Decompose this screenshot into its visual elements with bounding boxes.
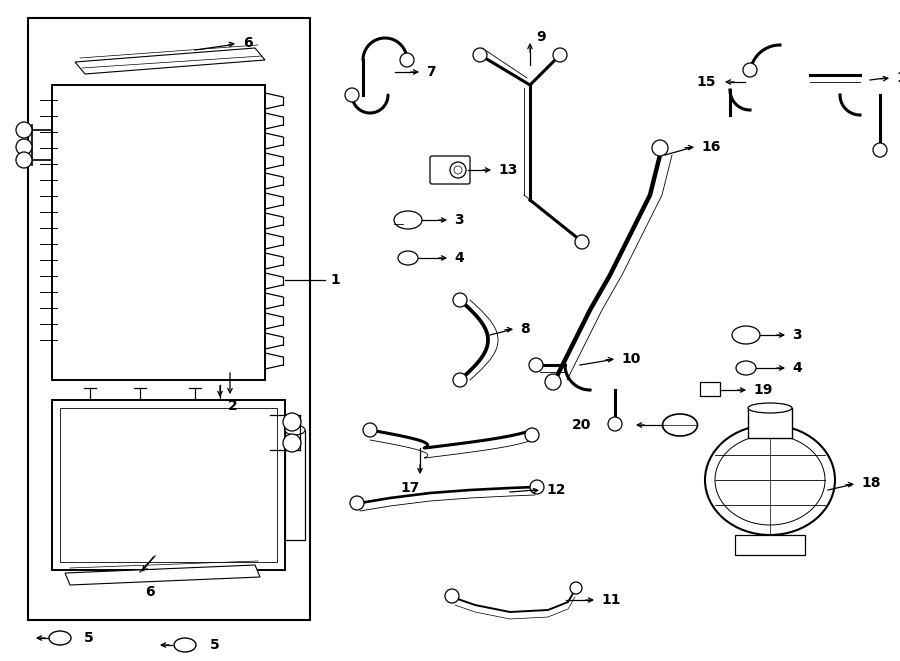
Circle shape: [529, 358, 543, 372]
Circle shape: [16, 139, 32, 155]
Text: 15: 15: [697, 75, 716, 89]
Circle shape: [608, 417, 622, 431]
Circle shape: [454, 166, 462, 174]
Circle shape: [16, 152, 32, 168]
Text: 2: 2: [228, 399, 238, 413]
Circle shape: [575, 235, 589, 249]
Circle shape: [350, 496, 364, 510]
Circle shape: [363, 423, 377, 437]
Circle shape: [445, 589, 459, 603]
Polygon shape: [75, 48, 265, 74]
Text: 4: 4: [454, 251, 464, 265]
Polygon shape: [65, 565, 260, 585]
Text: 1: 1: [330, 273, 340, 287]
Ellipse shape: [174, 638, 196, 652]
Text: 17: 17: [400, 481, 419, 495]
Circle shape: [453, 373, 467, 387]
Ellipse shape: [49, 631, 71, 645]
Circle shape: [16, 122, 32, 138]
Text: 10: 10: [621, 352, 641, 366]
Circle shape: [283, 434, 301, 452]
Text: 20: 20: [572, 418, 591, 432]
Circle shape: [873, 143, 887, 157]
Text: 14: 14: [896, 71, 900, 85]
Ellipse shape: [398, 251, 418, 265]
Text: 7: 7: [426, 65, 436, 79]
Text: 5: 5: [84, 631, 94, 645]
Ellipse shape: [705, 425, 835, 535]
Circle shape: [743, 63, 757, 77]
Bar: [60, 408, 277, 562]
Bar: [735, 535, 805, 555]
Circle shape: [283, 413, 301, 431]
Ellipse shape: [285, 425, 305, 435]
Ellipse shape: [748, 403, 792, 413]
Text: 3: 3: [454, 213, 464, 227]
Text: 3: 3: [792, 328, 802, 342]
Bar: [285, 430, 305, 540]
Circle shape: [525, 428, 539, 442]
Circle shape: [570, 582, 582, 594]
Circle shape: [345, 88, 359, 102]
Bar: [52, 400, 285, 570]
Text: 18: 18: [861, 476, 880, 490]
Bar: [748, 408, 792, 438]
Ellipse shape: [736, 361, 756, 375]
Ellipse shape: [662, 414, 698, 436]
Text: 9: 9: [536, 30, 545, 44]
Bar: [700, 382, 720, 396]
Text: 6: 6: [145, 585, 155, 599]
FancyBboxPatch shape: [430, 156, 470, 184]
Circle shape: [553, 48, 567, 62]
Circle shape: [530, 480, 544, 494]
Text: 4: 4: [792, 361, 802, 375]
Text: 6: 6: [243, 36, 253, 50]
Circle shape: [400, 53, 414, 67]
Text: 13: 13: [498, 163, 518, 177]
Circle shape: [652, 140, 668, 156]
Text: 8: 8: [520, 322, 530, 336]
Circle shape: [453, 293, 467, 307]
Text: 19: 19: [753, 383, 772, 397]
Text: 12: 12: [546, 483, 565, 497]
Text: 16: 16: [701, 140, 720, 154]
Circle shape: [545, 374, 561, 390]
Circle shape: [450, 162, 466, 178]
Circle shape: [473, 48, 487, 62]
Text: 11: 11: [601, 593, 620, 607]
Ellipse shape: [732, 326, 760, 344]
Bar: [28, 18, 310, 620]
Bar: [52, 85, 265, 380]
Ellipse shape: [394, 211, 422, 229]
Text: 5: 5: [210, 638, 220, 652]
